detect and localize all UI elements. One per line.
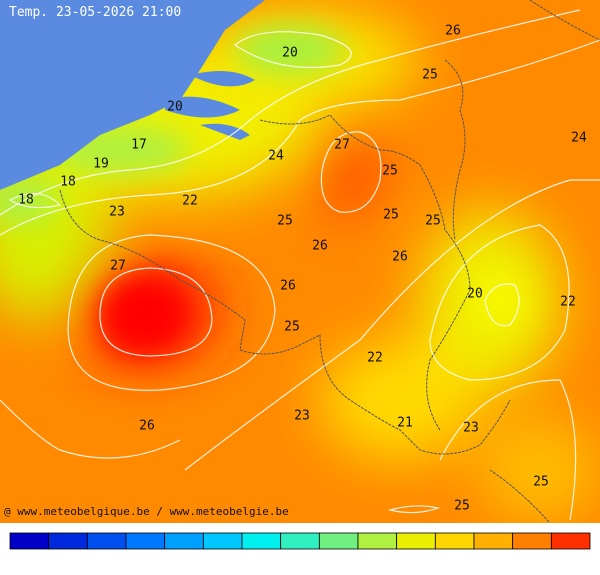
temperature-label: 24 [571, 131, 587, 146]
temperature-label: 27 [110, 259, 126, 274]
color-swatch [202, 532, 243, 550]
temperature-labels: 26 20 25 20 24 17 27 19 24 25 18 18 22 23 25 25 25 26 26 27… [18, 24, 587, 514]
color-swatch [396, 532, 436, 550]
color-swatch [512, 532, 552, 550]
temperature-label: 22 [182, 194, 198, 209]
color-swatch [318, 532, 359, 550]
temperature-label: 17 [131, 138, 147, 153]
temperature-label: 25 [422, 68, 438, 83]
temperature-label: 25 [383, 208, 399, 223]
color-swatch [280, 532, 320, 550]
temperature-label: 25 [277, 214, 293, 229]
temperature-label: 19 [93, 157, 109, 172]
temperature-field [0, 0, 600, 523]
temperature-label: 26 [445, 24, 461, 39]
temperature-label: 22 [560, 295, 576, 310]
color-swatch [434, 532, 475, 550]
temperature-label: 22 [367, 351, 383, 366]
temperature-label: 23 [294, 409, 310, 424]
color-swatch [473, 532, 514, 550]
temperature-label: 25 [425, 214, 441, 229]
temperature-label: 25 [284, 320, 300, 335]
temperature-label: 18 [60, 175, 76, 190]
temperature-label: 20 [167, 100, 183, 115]
color-swatch [86, 532, 127, 550]
color-swatch [164, 532, 204, 550]
temperature-label: 20 [282, 46, 298, 61]
credit: @ www.meteobelgique.be / www.meteobelgie… [4, 505, 289, 518]
temperature-label: 27 [334, 138, 350, 153]
color-swatch [241, 532, 282, 550]
temperature-label: 25 [533, 475, 549, 490]
color-swatch [9, 532, 50, 550]
temperature-label: 23 [463, 421, 479, 436]
temperature-label: 25 [454, 499, 470, 514]
color-swatch [48, 532, 88, 550]
temperature-label: 26 [312, 239, 328, 254]
map-title: Temp. 23-05-2026 21:00 [9, 5, 181, 20]
temperature-label: 24 [268, 149, 284, 164]
temperature-label: 23 [109, 205, 125, 220]
temperature-label: 20 [467, 287, 483, 302]
color-swatch [550, 532, 591, 550]
temperature-label: 26 [139, 419, 155, 434]
temperature-label: 26 [280, 279, 296, 294]
color-bar [9, 532, 591, 550]
temperature-label: 25 [382, 164, 398, 179]
temperature-label: 26 [392, 250, 408, 265]
temperature-label: 21 [397, 416, 413, 431]
color-swatch [357, 532, 398, 550]
color-swatch [125, 532, 166, 550]
temperature-label: 18 [18, 193, 34, 208]
